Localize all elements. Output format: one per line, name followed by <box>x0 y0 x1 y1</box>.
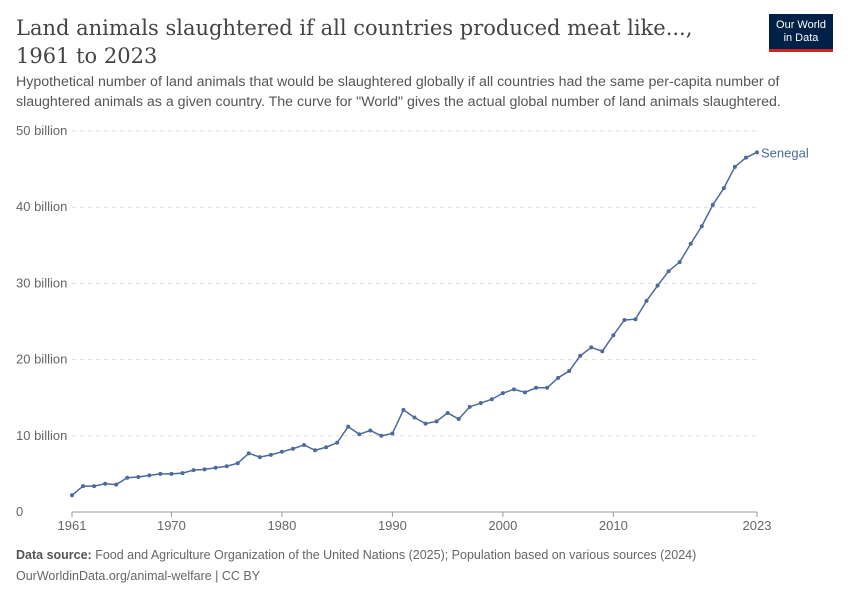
x-tick-label: 2000 <box>488 518 517 533</box>
data-point <box>755 150 759 155</box>
footer-url[interactable]: OurWorldinData.org/animal-welfare | CC B… <box>16 569 261 583</box>
data-point <box>589 345 594 350</box>
data-point <box>699 224 704 229</box>
data-point <box>390 431 395 436</box>
data-point <box>368 428 373 433</box>
data-point <box>545 385 550 390</box>
x-tick-label: 1970 <box>157 518 186 533</box>
data-point <box>180 471 185 476</box>
series-line <box>71 151 758 496</box>
data-point <box>567 369 572 374</box>
data-point <box>213 465 218 470</box>
chart-title: Land animals slaughtered if all countrie… <box>16 16 693 68</box>
data-point <box>478 401 483 406</box>
data-point <box>666 269 671 274</box>
data-point <box>511 387 516 392</box>
data-point <box>578 353 583 358</box>
data-point <box>357 432 362 437</box>
data-point <box>732 164 737 169</box>
data-point <box>191 468 196 473</box>
data-point <box>290 446 295 451</box>
x-tick-label: 2023 <box>743 518 772 533</box>
source-label: Data source: <box>16 548 92 562</box>
data-point <box>622 317 627 322</box>
data-point <box>92 484 97 489</box>
series-label: Senegal <box>761 145 809 160</box>
data-point <box>302 442 307 447</box>
y-tick-label: 40 billion <box>16 199 67 214</box>
data-point <box>224 464 229 469</box>
data-point <box>600 349 605 354</box>
x-tick-label: 2010 <box>599 518 628 533</box>
data-point <box>445 410 450 415</box>
data-point <box>335 440 340 445</box>
y-tick-label: 10 billion <box>16 428 67 443</box>
data-point <box>633 317 638 322</box>
data-point <box>379 433 384 438</box>
data-point <box>644 298 649 303</box>
data-point <box>412 415 417 420</box>
data-point <box>202 467 207 472</box>
data-point <box>158 471 163 476</box>
data-point <box>489 397 494 402</box>
data-point <box>103 481 108 486</box>
y-tick-label: 0 <box>16 504 23 519</box>
x-tick-label: 1990 <box>378 518 407 533</box>
data-point <box>688 241 693 246</box>
data-point <box>147 473 152 478</box>
data-point <box>500 391 505 396</box>
data-point <box>401 407 406 412</box>
data-point <box>324 445 329 450</box>
data-point <box>257 455 262 460</box>
data-point <box>268 452 273 457</box>
data-point <box>655 283 660 288</box>
data-point <box>456 417 461 422</box>
data-point <box>710 202 715 207</box>
chart-subtitle: Hypothetical number of land animals that… <box>16 74 781 110</box>
data-point <box>346 424 351 429</box>
data-point <box>434 419 439 424</box>
data-source: Data source: Food and Agriculture Organi… <box>16 548 696 562</box>
data-point <box>313 448 318 453</box>
data-point <box>70 493 74 498</box>
data-point <box>721 186 726 191</box>
data-point <box>467 404 472 409</box>
y-tick-label: 20 billion <box>16 352 67 367</box>
data-point <box>534 385 539 390</box>
y-tick-label: 30 billion <box>16 275 67 290</box>
data-point <box>169 471 174 476</box>
data-point <box>279 449 284 454</box>
data-point <box>81 484 86 489</box>
data-point <box>125 475 130 480</box>
data-point <box>246 451 251 456</box>
data-point <box>235 461 240 466</box>
data-point <box>423 421 428 426</box>
data-point <box>114 482 119 487</box>
data-point <box>136 474 141 479</box>
owid-logo[interactable]: Our World in Data <box>769 14 833 52</box>
source-text: Food and Agriculture Organization of the… <box>95 548 697 562</box>
data-point <box>677 260 682 265</box>
data-point <box>743 155 748 160</box>
data-point <box>522 390 527 395</box>
x-tick-label: 1961 <box>58 518 87 533</box>
y-tick-label: 50 billion <box>16 123 67 138</box>
x-tick-label: 1980 <box>267 518 296 533</box>
data-point <box>611 333 616 338</box>
data-point <box>556 375 561 380</box>
